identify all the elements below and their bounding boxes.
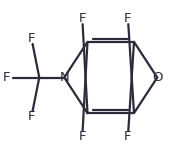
Text: F: F [79, 12, 86, 25]
Text: F: F [124, 12, 132, 25]
Text: O: O [152, 71, 163, 84]
Text: F: F [79, 130, 86, 143]
Text: F: F [28, 32, 35, 45]
Text: F: F [3, 71, 10, 84]
Text: N: N [59, 71, 69, 84]
Text: F: F [124, 130, 132, 143]
Text: F: F [28, 110, 35, 123]
